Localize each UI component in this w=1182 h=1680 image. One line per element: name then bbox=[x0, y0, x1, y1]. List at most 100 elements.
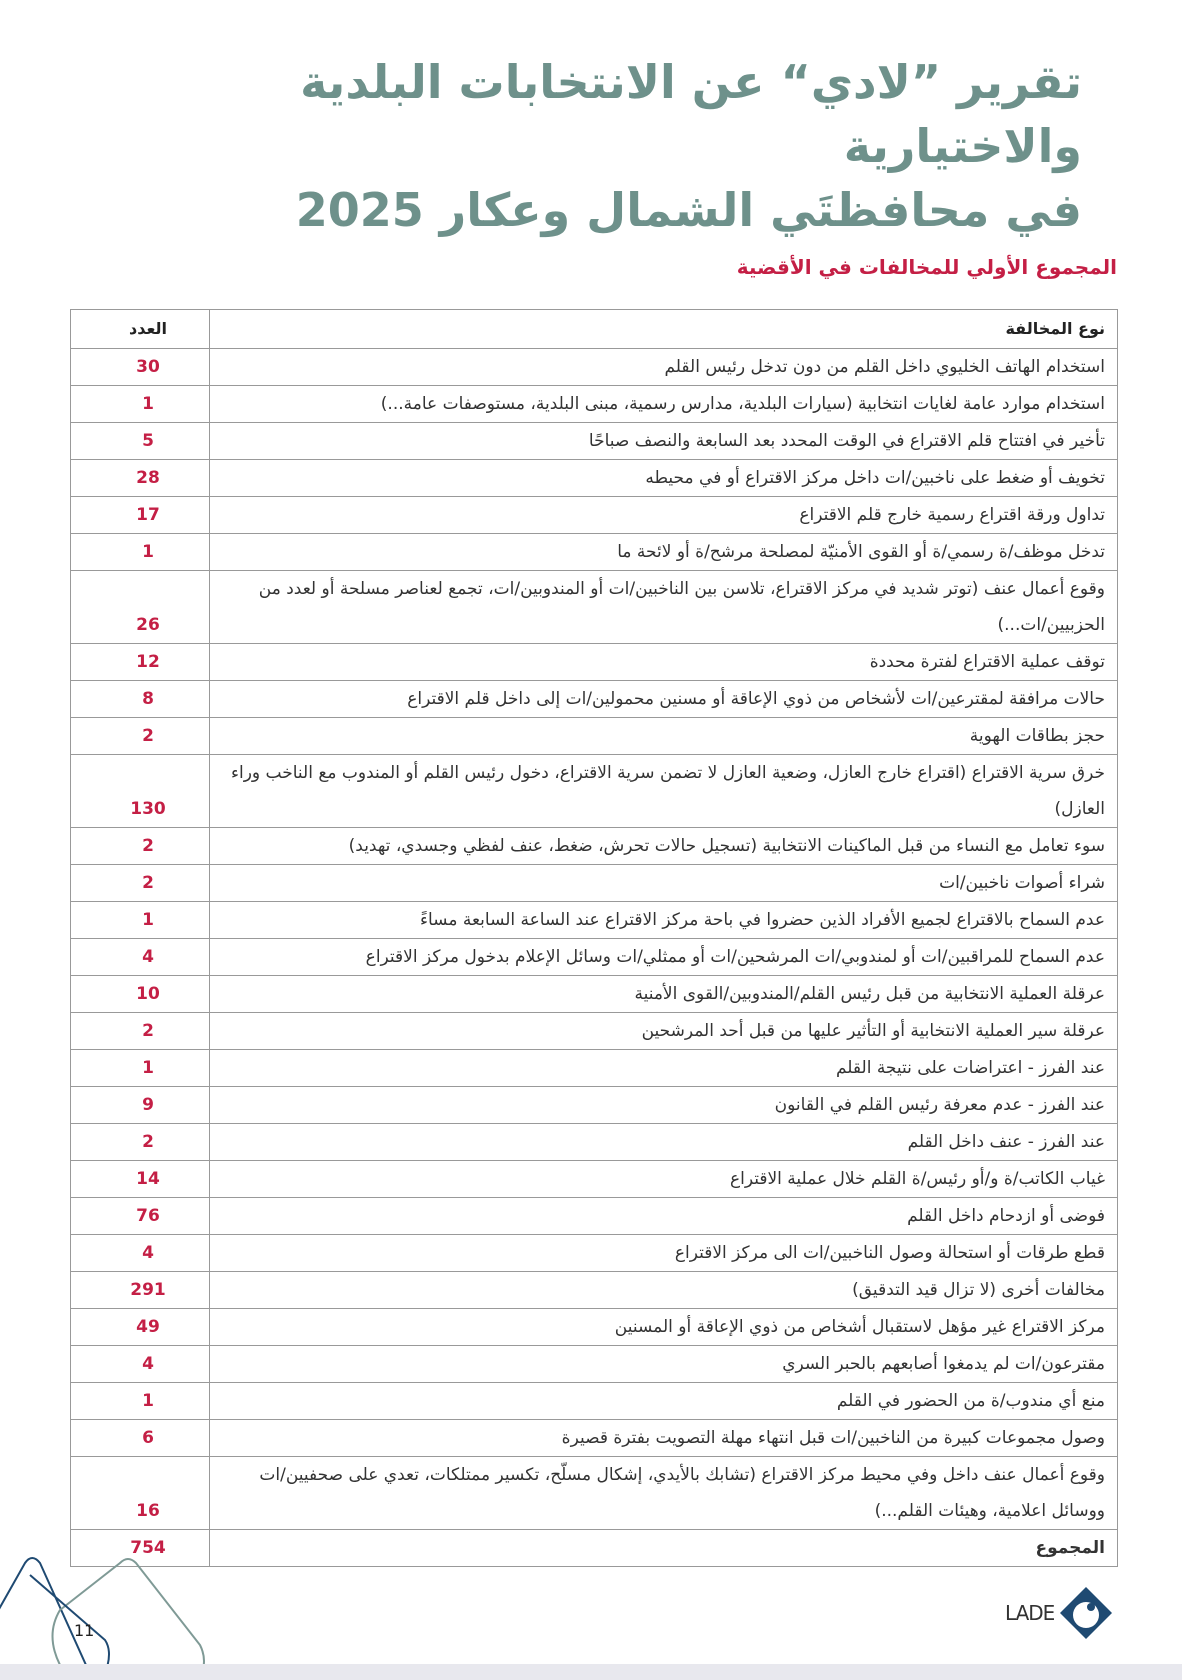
header-count: العدد bbox=[70, 309, 210, 349]
violation-count: 30 bbox=[70, 348, 210, 386]
table-row: شراء أصوات ناخبين/ات 2 bbox=[70, 864, 1118, 902]
violation-type: حجز بطاقات الهوية bbox=[209, 717, 1118, 755]
table-row: تخويف أو ضغط على ناخبين/ات داخل مركز الا… bbox=[70, 459, 1118, 497]
total-count: 754 bbox=[70, 1529, 210, 1567]
table-row: خرق سرية الاقتراع (اقتراع خارج العازل، و… bbox=[70, 754, 1118, 828]
violation-count: 28 bbox=[70, 459, 210, 497]
violation-type: تأخير في افتتاح قلم الاقتراع في الوقت ال… bbox=[209, 422, 1118, 460]
violation-type: حالات مرافقة لمقترعين/ات لأشخاص من ذوي ا… bbox=[209, 680, 1118, 718]
violation-type: وقوع أعمال عنف (توتر شديد في مركز الاقتر… bbox=[209, 570, 1118, 644]
violation-type: عند الفرز - عنف داخل القلم bbox=[209, 1123, 1118, 1161]
violation-type: عدم السماح للمراقبين/ات أو لمندوبي/ات ال… bbox=[209, 938, 1118, 976]
table-row: استخدام الهاتف الخليوي داخل القلم من دون… bbox=[70, 348, 1118, 386]
table-row: تدخل موظف/ة رسمي/ة أو القوى الأمنيّة لمص… bbox=[70, 533, 1118, 571]
table-header-row: نوع المخالفة العدد bbox=[70, 309, 1118, 349]
violation-type: تداول ورقة اقتراع رسمية خارج قلم الاقترا… bbox=[209, 496, 1118, 534]
violation-type: فوضى أو ازدحام داخل القلم bbox=[209, 1197, 1118, 1235]
violation-count: 2 bbox=[70, 1123, 210, 1161]
violation-type: وصول مجموعات كبيرة من الناخبين/ات قبل ان… bbox=[209, 1419, 1118, 1457]
violation-type: عند الفرز - اعتراضات على نتيجة القلم bbox=[209, 1049, 1118, 1087]
table-row: عدم السماح بالاقتراع لجميع الأفراد الذين… bbox=[70, 901, 1118, 939]
table-row: حالات مرافقة لمقترعين/ات لأشخاص من ذوي ا… bbox=[70, 680, 1118, 718]
violation-count: 17 bbox=[70, 496, 210, 534]
logo-text: LADE bbox=[1005, 1601, 1055, 1625]
violation-count: 12 bbox=[70, 643, 210, 681]
violation-type: تدخل موظف/ة رسمي/ة أو القوى الأمنيّة لمص… bbox=[209, 533, 1118, 571]
violation-type: مخالفات أخرى (لا تزال قيد التدقيق) bbox=[209, 1271, 1118, 1309]
violation-count: 2 bbox=[70, 827, 210, 865]
violation-type: عند الفرز - عدم معرفة رئيس القلم في القا… bbox=[209, 1086, 1118, 1124]
violation-count: 1 bbox=[70, 901, 210, 939]
table-row: عند الفرز - عنف داخل القلم 2 bbox=[70, 1123, 1118, 1161]
report-title: تقرير ”لادي“ عن الانتخابات البلدية والاخ… bbox=[82, 50, 1082, 242]
violation-type: عدم السماح بالاقتراع لجميع الأفراد الذين… bbox=[209, 901, 1118, 939]
section-subtitle: المجموع الأولي للمخالفات في الأقضية bbox=[736, 255, 1117, 279]
violation-type: مركز الاقتراع غير مؤهل لاستقبال أشخاص من… bbox=[209, 1308, 1118, 1346]
violation-count: 2 bbox=[70, 1012, 210, 1050]
violation-count: 16 bbox=[70, 1456, 210, 1530]
violation-count: 8 bbox=[70, 680, 210, 718]
table-row: عدم السماح للمراقبين/ات أو لمندوبي/ات ال… bbox=[70, 938, 1118, 976]
table-row: عرقلة سير العملية الانتخابية أو التأثير … bbox=[70, 1012, 1118, 1050]
violation-type: شراء أصوات ناخبين/ات bbox=[209, 864, 1118, 902]
table-row: مركز الاقتراع غير مؤهل لاستقبال أشخاص من… bbox=[70, 1308, 1118, 1346]
violation-count: 130 bbox=[70, 754, 210, 828]
table-row: عرقلة العملية الانتخابية من قبل رئيس الق… bbox=[70, 975, 1118, 1013]
header-type: نوع المخالفة bbox=[209, 309, 1118, 349]
violation-count: 4 bbox=[70, 938, 210, 976]
violation-count: 10 bbox=[70, 975, 210, 1013]
decorative-shapes-icon bbox=[0, 1557, 205, 1665]
violation-count: 9 bbox=[70, 1086, 210, 1124]
violation-count: 5 bbox=[70, 422, 210, 460]
violation-count: 2 bbox=[70, 864, 210, 902]
violation-count: 4 bbox=[70, 1345, 210, 1383]
title-line-1: تقرير ”لادي“ عن الانتخابات البلدية والاخ… bbox=[300, 55, 1082, 173]
violation-type: عرقلة العملية الانتخابية من قبل رئيس الق… bbox=[209, 975, 1118, 1013]
violation-count: 6 bbox=[70, 1419, 210, 1457]
violation-count: 2 bbox=[70, 717, 210, 755]
violation-type: استخدام موارد عامة لغايات انتخابية (سيار… bbox=[209, 385, 1118, 423]
violation-count: 1 bbox=[70, 385, 210, 423]
violation-type: وقوع أعمال عنف داخل وفي محيط مركز الاقتر… bbox=[209, 1456, 1118, 1530]
total-label: المجموع bbox=[209, 1529, 1118, 1567]
table-row: سوء تعامل مع النساء من قبل الماكينات الا… bbox=[70, 827, 1118, 865]
violation-type: عرقلة سير العملية الانتخابية أو التأثير … bbox=[209, 1012, 1118, 1050]
table-row: وقوع أعمال عنف (توتر شديد في مركز الاقتر… bbox=[70, 570, 1118, 644]
table-row: تداول ورقة اقتراع رسمية خارج قلم الاقترا… bbox=[70, 496, 1118, 534]
violation-count: 76 bbox=[70, 1197, 210, 1235]
violation-count: 1 bbox=[70, 1049, 210, 1087]
table-row: فوضى أو ازدحام داخل القلم 76 bbox=[70, 1197, 1118, 1235]
table-row: تأخير في افتتاح قلم الاقتراع في الوقت ال… bbox=[70, 422, 1118, 460]
table-row: غياب الكاتب/ة و/أو رئيس/ة القلم خلال عمل… bbox=[70, 1160, 1118, 1198]
violation-type: توقف عملية الاقتراع لفترة محددة bbox=[209, 643, 1118, 681]
table-row: استخدام موارد عامة لغايات انتخابية (سيار… bbox=[70, 385, 1118, 423]
page-number: 11 bbox=[74, 1621, 95, 1640]
violation-type: مقترعون/ات لم يدمغوا أصابعهم بالحبر السر… bbox=[209, 1345, 1118, 1383]
violation-count: 14 bbox=[70, 1160, 210, 1198]
violation-type: تخويف أو ضغط على ناخبين/ات داخل مركز الا… bbox=[209, 459, 1118, 497]
violation-count: 4 bbox=[70, 1234, 210, 1272]
violation-type: قطع طرقات أو استحالة وصول الناخبين/ات ال… bbox=[209, 1234, 1118, 1272]
table-row: وقوع أعمال عنف داخل وفي محيط مركز الاقتر… bbox=[70, 1456, 1118, 1530]
total-row: المجموع 754 bbox=[70, 1529, 1118, 1567]
table-row: توقف عملية الاقتراع لفترة محددة 12 bbox=[70, 643, 1118, 681]
violation-type: منع أي مندوب/ة من الحضور في القلم bbox=[209, 1382, 1118, 1420]
violation-type: غياب الكاتب/ة و/أو رئيس/ة القلم خلال عمل… bbox=[209, 1160, 1118, 1198]
table-row: حجز بطاقات الهوية 2 bbox=[70, 717, 1118, 755]
table-row: عند الفرز - اعتراضات على نتيجة القلم 1 bbox=[70, 1049, 1118, 1087]
table-row: منع أي مندوب/ة من الحضور في القلم 1 bbox=[70, 1382, 1118, 1420]
violation-count: 1 bbox=[70, 533, 210, 571]
violation-count: 26 bbox=[70, 570, 210, 644]
table-row: عند الفرز - عدم معرفة رئيس القلم في القا… bbox=[70, 1086, 1118, 1124]
violation-type: خرق سرية الاقتراع (اقتراع خارج العازل، و… bbox=[209, 754, 1118, 828]
violation-type: استخدام الهاتف الخليوي داخل القلم من دون… bbox=[209, 348, 1118, 386]
violation-count: 49 bbox=[70, 1308, 210, 1346]
violation-type: سوء تعامل مع النساء من قبل الماكينات الا… bbox=[209, 827, 1118, 865]
table-row: قطع طرقات أو استحالة وصول الناخبين/ات ال… bbox=[70, 1234, 1118, 1272]
violation-count: 1 bbox=[70, 1382, 210, 1420]
table-row: مخالفات أخرى (لا تزال قيد التدقيق) 291 bbox=[70, 1271, 1118, 1309]
table-row: مقترعون/ات لم يدمغوا أصابعهم بالحبر السر… bbox=[70, 1345, 1118, 1383]
table-row: وصول مجموعات كبيرة من الناخبين/ات قبل ان… bbox=[70, 1419, 1118, 1457]
violation-count: 291 bbox=[70, 1271, 210, 1309]
footer-band bbox=[0, 1664, 1182, 1680]
